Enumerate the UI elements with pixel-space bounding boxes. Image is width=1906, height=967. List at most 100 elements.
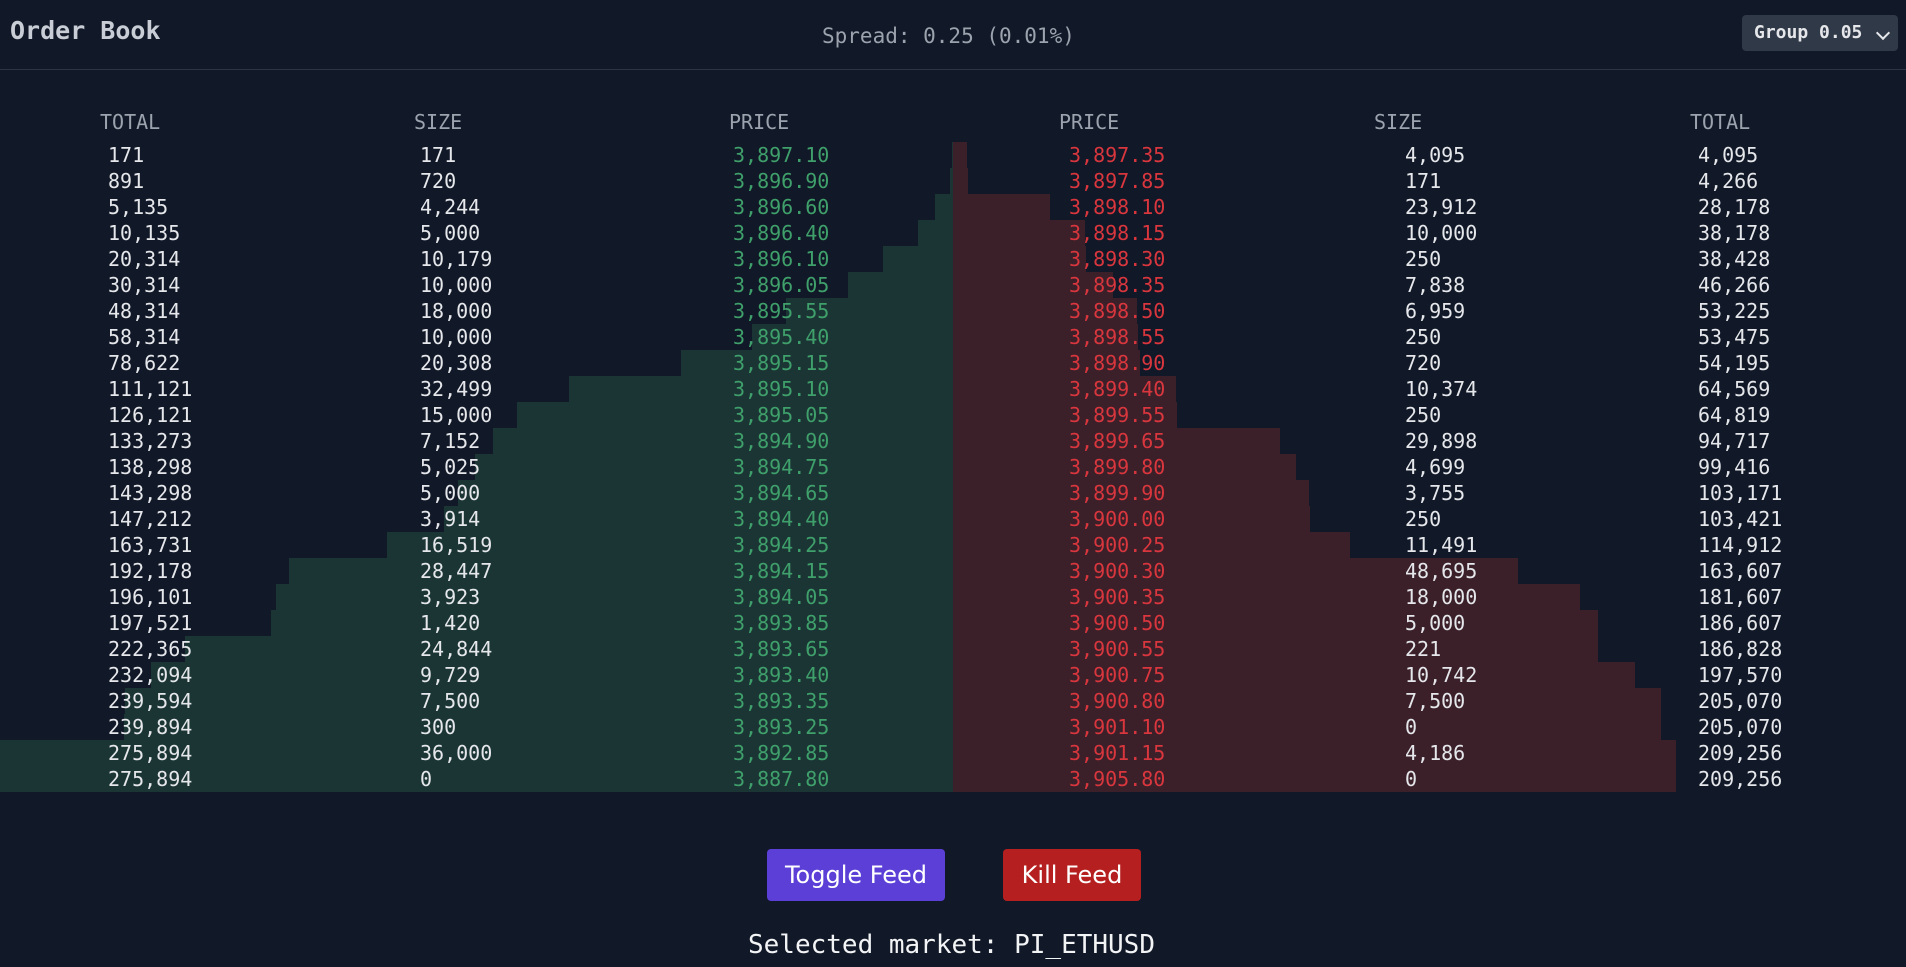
ask-row[interactable]: 3,901.15 4,186 209,256	[953, 740, 1906, 766]
ask-row[interactable]: 3,898.30 250 38,428	[953, 246, 1906, 272]
ask-depth-bar	[953, 298, 1137, 324]
ask-row[interactable]: 3,900.35 18,000 181,607	[953, 584, 1906, 610]
bid-depth-bar	[475, 454, 953, 480]
ask-depth-bar	[953, 558, 1518, 584]
bid-row[interactable]: 78,622 20,308 3,895.15	[0, 350, 953, 376]
group-select[interactable]: Group 0.05	[1742, 15, 1898, 51]
ask-depth-bar	[953, 766, 1676, 792]
ask-row[interactable]: 3,898.10 23,912 28,178	[953, 194, 1906, 220]
ask-depth-bar	[953, 168, 968, 194]
bid-price: 3,894.15	[733, 559, 830, 583]
ask-price: 3,898.50	[1069, 299, 1166, 323]
bid-total: 20,314	[108, 247, 181, 271]
bid-row[interactable]: 222,365 24,844 3,893.65	[0, 636, 953, 662]
ask-row[interactable]: 3,897.85 171 4,266	[953, 168, 1906, 194]
bid-row[interactable]: 275,894 0 3,887.80	[0, 766, 953, 792]
ask-row[interactable]: 3,900.75 10,742 197,570	[953, 662, 1906, 688]
ask-price: 3,898.35	[1069, 273, 1166, 297]
bid-price: 3,893.65	[733, 637, 830, 661]
bid-total: 891	[108, 169, 145, 193]
bid-row[interactable]: 147,212 3,914 3,894.40	[0, 506, 953, 532]
ask-row[interactable]: 3,899.90 3,755 103,171	[953, 480, 1906, 506]
ask-depth-chart	[953, 70, 1906, 792]
ask-size: 0	[1405, 767, 1418, 791]
ask-price: 3,898.55	[1069, 325, 1166, 349]
ask-total: 46,266	[1698, 273, 1771, 297]
bid-row[interactable]: 232,094 9,729 3,893.40	[0, 662, 953, 688]
bid-row[interactable]: 197,521 1,420 3,893.85	[0, 610, 953, 636]
ask-total: 209,256	[1698, 741, 1783, 765]
ask-row[interactable]: 3,900.00 250 103,421	[953, 506, 1906, 532]
ask-depth-bar	[953, 610, 1598, 636]
bid-row[interactable]: 20,314 10,179 3,896.10	[0, 246, 953, 272]
bid-total: 138,298	[108, 455, 193, 479]
bid-price: 3,894.65	[733, 481, 830, 505]
ask-size: 7,838	[1405, 273, 1466, 297]
kill-feed-button[interactable]: Kill Feed	[1003, 849, 1141, 901]
ask-total: 38,428	[1698, 247, 1771, 271]
ask-row[interactable]: 3,900.25 11,491 114,912	[953, 532, 1906, 558]
ask-row[interactable]: 3,899.40 10,374 64,569	[953, 376, 1906, 402]
ask-row[interactable]: 3,899.55 250 64,819	[953, 402, 1906, 428]
bid-row[interactable]: 196,101 3,923 3,894.05	[0, 584, 953, 610]
bid-row[interactable]: 171 171 3,897.10	[0, 142, 953, 168]
bid-price: 3,897.10	[733, 143, 830, 167]
ask-row[interactable]: 3,898.35 7,838 46,266	[953, 272, 1906, 298]
ask-row[interactable]: 3,897.35 4,095 4,095	[953, 142, 1906, 168]
ask-row[interactable]: 3,898.50 6,959 53,225	[953, 298, 1906, 324]
bid-row[interactable]: 891 720 3,896.90	[0, 168, 953, 194]
bid-row[interactable]: 126,121 15,000 3,895.05	[0, 402, 953, 428]
bid-total: 58,314	[108, 325, 181, 349]
ask-depth-bar	[953, 428, 1280, 454]
ask-size: 11,491	[1405, 533, 1478, 557]
ask-size: 250	[1405, 325, 1442, 349]
bid-row[interactable]: 163,731 16,519 3,894.25	[0, 532, 953, 558]
bid-row[interactable]: 138,298 5,025 3,894.75	[0, 454, 953, 480]
bid-row[interactable]: 48,314 18,000 3,895.55	[0, 298, 953, 324]
bid-price: 3,896.05	[733, 273, 830, 297]
bid-size: 171	[420, 143, 457, 167]
ask-row[interactable]: 3,898.55 250 53,475	[953, 324, 1906, 350]
ask-price: 3,899.65	[1069, 429, 1166, 453]
bid-row[interactable]: 133,273 7,152 3,894.90	[0, 428, 953, 454]
bid-row[interactable]: 239,594 7,500 3,893.35	[0, 688, 953, 714]
ask-row[interactable]: 3,899.65 29,898 94,717	[953, 428, 1906, 454]
bid-row[interactable]: 111,121 32,499 3,895.10	[0, 376, 953, 402]
bid-size: 4,244	[420, 195, 481, 219]
bid-depth-bar	[848, 272, 953, 298]
bid-row[interactable]: 5,135 4,244 3,896.60	[0, 194, 953, 220]
toggle-feed-button[interactable]: Toggle Feed	[767, 849, 945, 901]
ask-total: 94,717	[1698, 429, 1771, 453]
ask-row[interactable]: 3,905.80 0 209,256	[953, 766, 1906, 792]
ask-row[interactable]: 3,898.90 720 54,195	[953, 350, 1906, 376]
bid-row[interactable]: 143,298 5,000 3,894.65	[0, 480, 953, 506]
bid-row[interactable]: 10,135 5,000 3,896.40	[0, 220, 953, 246]
ask-row[interactable]: 3,900.50 5,000 186,607	[953, 610, 1906, 636]
ask-row[interactable]: 3,900.55 221 186,828	[953, 636, 1906, 662]
ask-total: 209,256	[1698, 767, 1783, 791]
ask-row[interactable]: 3,900.80 7,500 205,070	[953, 688, 1906, 714]
bid-row[interactable]: 30,314 10,000 3,896.05	[0, 272, 953, 298]
selected-market: Selected market: PI_ETHUSD	[748, 930, 1155, 960]
ask-size: 6,959	[1405, 299, 1466, 323]
bid-price: 3,894.05	[733, 585, 830, 609]
ask-size: 10,742	[1405, 663, 1478, 687]
bid-price: 3,896.40	[733, 221, 830, 245]
ask-row[interactable]: 3,900.30 48,695 163,607	[953, 558, 1906, 584]
bid-row[interactable]: 58,314 10,000 3,895.40	[0, 324, 953, 350]
bid-price: 3,896.90	[733, 169, 830, 193]
bid-total: 232,094	[108, 663, 193, 687]
ask-size: 29,898	[1405, 429, 1478, 453]
bid-row[interactable]: 239,894 300 3,893.25	[0, 714, 953, 740]
bid-row[interactable]: 275,894 36,000 3,892.85	[0, 740, 953, 766]
bid-row[interactable]: 192,178 28,447 3,894.15	[0, 558, 953, 584]
ask-depth-bar	[953, 324, 1138, 350]
ask-total: 53,475	[1698, 325, 1771, 349]
bid-total: 196,101	[108, 585, 193, 609]
ask-row[interactable]: 3,901.10 0 205,070	[953, 714, 1906, 740]
ask-depth-bar	[953, 688, 1661, 714]
ask-row[interactable]: 3,898.15 10,000 38,178	[953, 220, 1906, 246]
ask-row[interactable]: 3,899.80 4,699 99,416	[953, 454, 1906, 480]
ask-total: 4,095	[1698, 143, 1759, 167]
bids-size-header: SIZE	[414, 110, 463, 134]
